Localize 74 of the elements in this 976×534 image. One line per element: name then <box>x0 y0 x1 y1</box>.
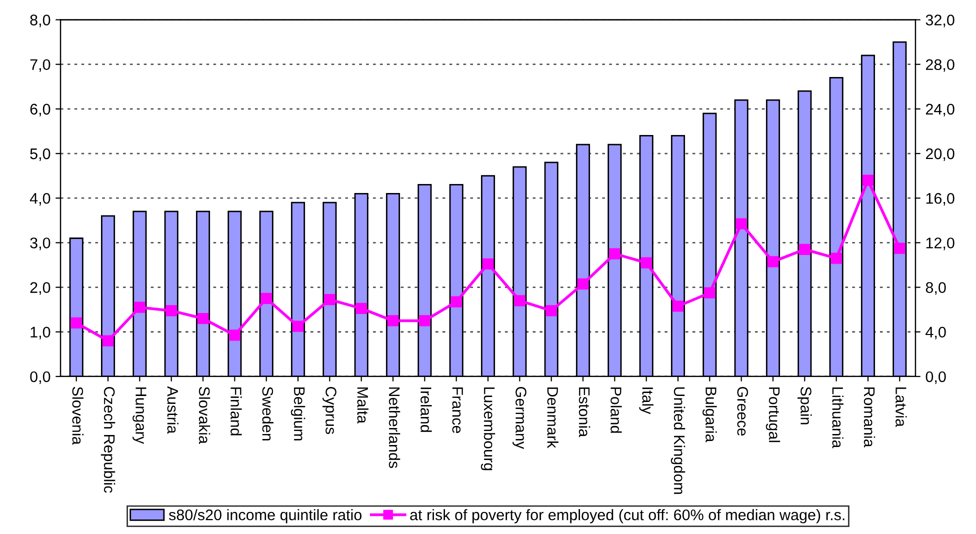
y2-tick-label: 16,0 <box>926 192 954 206</box>
point <box>482 258 494 270</box>
point <box>292 320 304 332</box>
x-tick-label: Finland <box>230 387 242 436</box>
x-tick-label: Bulgaria <box>702 387 717 442</box>
point <box>672 300 684 312</box>
point <box>736 218 747 230</box>
x-tick-label: Denmark <box>547 387 558 448</box>
x-tick-label: Spain <box>798 386 812 424</box>
x-tick-label: Czech Republic <box>100 386 116 493</box>
y2-tick-label: 20,0 <box>926 148 954 162</box>
point <box>640 257 652 268</box>
y-tick-label: 7,0 <box>30 59 50 72</box>
y2-tick-label: 28,0 <box>926 59 954 72</box>
y-tick-label: 5,0 <box>30 148 50 162</box>
point <box>197 312 209 324</box>
y-tick-label: 6,0 <box>30 104 50 116</box>
point <box>387 315 399 326</box>
y-tick-label: 8,0 <box>30 14 50 28</box>
x-tick-label: Austria <box>167 386 178 434</box>
y-tick-label: 0,0 <box>30 371 50 384</box>
x-tick-label: Cyprus <box>322 386 336 434</box>
y2-tick-label: 12,0 <box>926 238 954 250</box>
point <box>356 302 367 314</box>
legend-label: s80/s20 income quintile ratio <box>168 509 362 524</box>
point <box>450 296 462 308</box>
legend-label: at risk of poverty for employed (cut off: 60% of median wage) r.s. <box>410 509 844 524</box>
x-tick-label: Portugal <box>766 387 780 442</box>
point <box>546 305 557 316</box>
x-tick-label: Romania <box>864 387 876 448</box>
y-tick-label: 2,0 <box>30 282 50 295</box>
y2-tick-label: 0,0 <box>926 371 946 384</box>
y2-tick-label: 32,0 <box>926 14 954 28</box>
point <box>102 335 114 346</box>
x-tick-label: Poland <box>610 387 622 433</box>
point <box>260 292 272 304</box>
x-tick-label: Italy <box>639 388 654 414</box>
x-tick-label: Sweden <box>262 386 274 440</box>
x-tick-label: United Kingdom <box>670 387 686 494</box>
x-tick-label: Ireland <box>420 388 432 432</box>
point <box>894 242 906 254</box>
y-tick-label: 3,0 <box>30 238 50 250</box>
point <box>704 287 716 298</box>
x-tick-label: Hungary <box>132 387 146 444</box>
x-tick-label: Slovenia <box>72 386 84 445</box>
point <box>419 315 430 326</box>
y2-tick-label: 8,0 <box>926 282 946 295</box>
y2-tick-label: 4,0 <box>926 326 946 340</box>
point <box>767 256 779 268</box>
x-tick-label: Malta <box>357 387 368 424</box>
point <box>514 295 526 306</box>
point <box>134 302 146 313</box>
point <box>799 244 810 255</box>
point <box>324 294 336 306</box>
point <box>229 330 240 341</box>
x-tick-label: Luxembourg <box>480 387 496 470</box>
x-tick-label: Belgium <box>290 387 306 440</box>
point <box>862 174 874 186</box>
x-tick-label: Germany <box>512 386 526 449</box>
x-tick-label: France <box>452 387 463 434</box>
x-tick-label: Netherlands <box>388 387 400 468</box>
y-tick-label: 4,0 <box>30 192 50 206</box>
x-tick-label: Estonia <box>578 387 590 438</box>
x-tick-label: Lithuania <box>832 387 844 448</box>
x-tick-label: Greece <box>737 386 748 436</box>
y-tick-label: 1,0 <box>30 326 50 340</box>
x-tick-label: Latvia <box>896 387 907 427</box>
point <box>577 278 589 290</box>
point <box>166 305 177 316</box>
point <box>830 252 842 264</box>
y2-tick-label: 24,0 <box>926 104 954 116</box>
x-tick-label: Slovakia <box>198 386 210 444</box>
point <box>609 248 620 260</box>
point <box>70 317 82 329</box>
